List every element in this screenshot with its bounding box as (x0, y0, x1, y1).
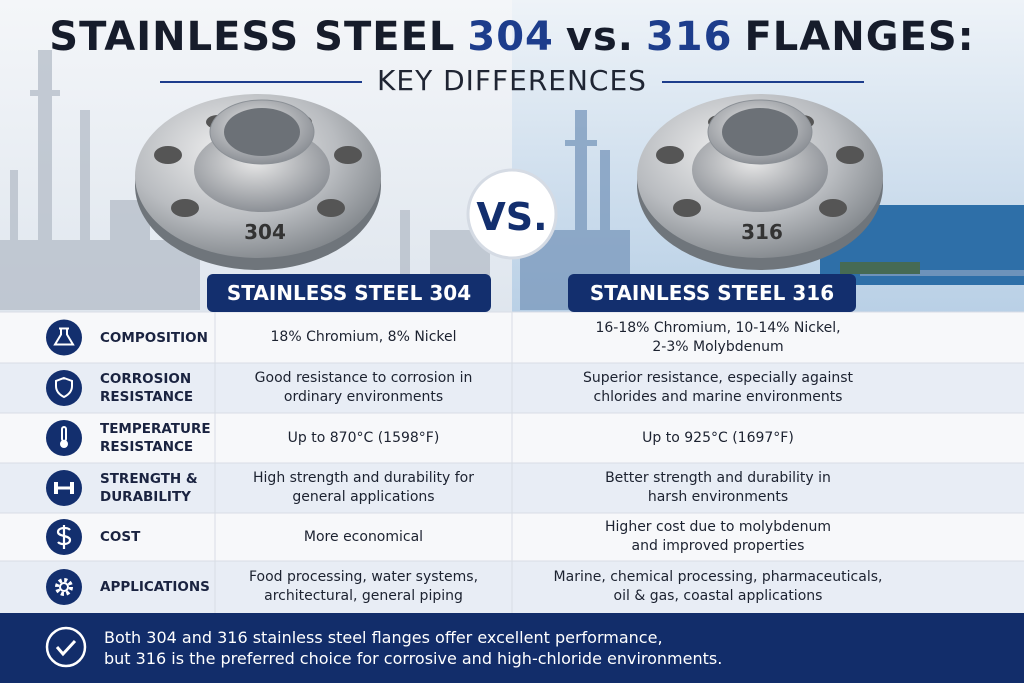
cell: More economical (215, 513, 512, 561)
row-label: CORROSION RESISTANCE (100, 363, 215, 413)
row-icon (46, 569, 82, 605)
flange-304: 304 (135, 94, 381, 270)
row-icon (46, 370, 82, 406)
footer-text: Both 304 and 316 stainless steel flanges… (104, 627, 722, 669)
footer: Both 304 and 316 stainless steel flanges… (0, 613, 1024, 683)
footer-line: but 316 is the preferred choice for corr… (104, 649, 723, 668)
title-part: vs. (565, 14, 634, 60)
flange-stamp: 304 (244, 220, 286, 244)
table-row: COST More economical Higher cost due to mo… (0, 513, 1024, 561)
text-line: High strength and durability for (253, 470, 474, 486)
text-line: COST (100, 529, 141, 545)
row-label: COST (100, 513, 215, 561)
text-line: DURABILITY (100, 489, 191, 505)
title: STAINLESS STEEL 304 vs. 316 FLANGES: (0, 14, 1024, 60)
refinery-left (0, 50, 490, 310)
cell: Marine, chemical processing, pharmaceuti… (512, 561, 924, 613)
text-line: Better strength and durability in (605, 470, 831, 486)
row-icon (46, 319, 82, 356)
row-icon (46, 420, 82, 456)
text-line: 18% Chromium, 8% Nickel (270, 329, 457, 345)
text-line: architectural, general piping (264, 588, 463, 604)
subtitle: KEY DIFFERENCES (377, 64, 647, 97)
text-line: oil & gas, coastal applications (613, 588, 823, 604)
row-label: STRENGTH & DURABILITY (100, 463, 215, 513)
text-line: More economical (303, 528, 424, 545)
text-line: Marine, chemical processing, pharmaceuti… (553, 569, 883, 585)
text-line: Up to 925°C (1697°F) (642, 429, 794, 446)
cell: Good resistance to corrosion in ordinary … (215, 363, 512, 413)
cell: Food processing, water systems, architect… (215, 561, 512, 613)
row-label: TEMPERATURE RESISTANCE (100, 413, 215, 463)
text-line: Higher cost due to molybdenum (605, 519, 831, 535)
cell: High strength and durability for general … (215, 463, 512, 513)
title-part: 316 (645, 14, 733, 60)
cell: Up to 870°C (1598°F) (215, 413, 512, 463)
text-line: 16-18% Chromium, 10-14% Nickel, (595, 319, 841, 336)
column-header: STAINLESS STEEL 316 (568, 274, 856, 312)
text-line: chlorides and marine environments (593, 389, 843, 405)
table-row: TEMPERATURE RESISTANCE Up to 870°C (1598°F… (0, 413, 1024, 463)
text-line: TEMPERATURE (100, 421, 211, 437)
table-row: APPLICATIONS Food processing, water syste… (0, 561, 1024, 613)
cell: Up to 925°C (1697°F) (512, 413, 924, 463)
text-line: Good resistance to corrosion in (254, 370, 473, 386)
text-line: STRENGTH & (100, 471, 198, 487)
check-icon (45, 626, 87, 668)
text-line: 2-3% Molybdenum (652, 338, 784, 355)
column-header: STAINLESS STEEL 304 (207, 274, 491, 312)
title-part: STAINLESS STEEL (49, 14, 456, 60)
text-line: general applications (292, 489, 435, 505)
cell: Higher cost due to molybdenum and improve… (512, 513, 924, 561)
row-icon (46, 470, 82, 506)
text-line: Superior resistance, especially against (582, 370, 854, 386)
text-line: RESISTANCE (100, 389, 194, 405)
text-line: RESISTANCE (100, 439, 194, 455)
table-row: STRENGTH & DURABILITY High strength and du… (0, 463, 1024, 513)
text-line: and improved properties (631, 538, 805, 554)
text-line: APPLICATIONS (100, 579, 210, 595)
title-part: 304 (467, 14, 554, 60)
vs-text: VS. (476, 195, 547, 239)
flange-316: 316 (637, 94, 883, 270)
text-line: COMPOSITION (100, 329, 208, 346)
text-line: Up to 870°C (1598°F) (287, 429, 440, 446)
flange-stamp: 316 (741, 220, 783, 244)
cell: Better strength and durability in harsh e… (512, 463, 924, 513)
row-label: APPLICATIONS (100, 561, 215, 613)
text-line: harsh environments (647, 489, 789, 505)
text-line: ordinary environments (283, 389, 444, 405)
title-part: FLANGES: (744, 14, 975, 60)
vs-badge (466, 168, 558, 260)
table-row: CORROSION RESISTANCE Good resistance to co… (0, 363, 1024, 413)
cell: Superior resistance, especially against c… (512, 363, 924, 413)
footer-line: Both 304 and 316 stainless steel flanges… (104, 628, 663, 647)
text-line: CORROSION (100, 371, 192, 387)
row-label: COMPOSITION (100, 312, 215, 363)
text-line: Food processing, water systems, (248, 569, 479, 585)
cell: 16-18% Chromium, 10-14% Nickel, 2-3% Moly… (512, 312, 924, 363)
row-icon (46, 519, 82, 555)
cell: 18% Chromium, 8% Nickel (215, 312, 512, 363)
table-row: COMPOSITION 18% Chromium, 8% Nickel 16-18%… (0, 312, 1024, 363)
